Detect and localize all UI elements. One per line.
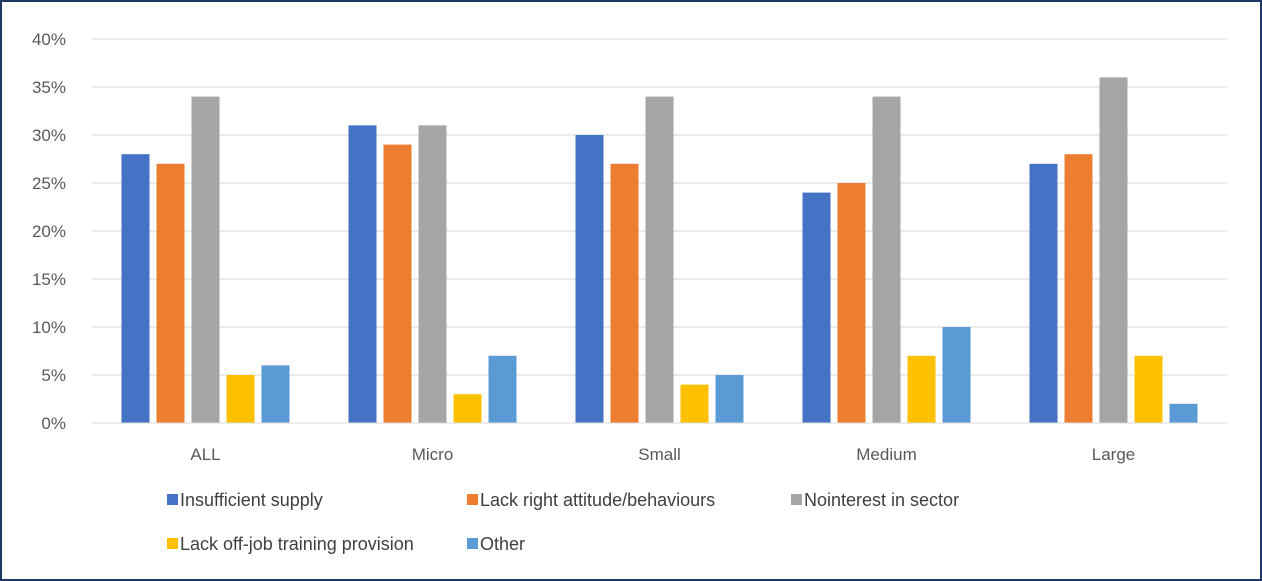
x-tick-label: Micro: [412, 445, 454, 464]
y-tick-label: 35%: [32, 78, 66, 97]
y-tick-label: 15%: [32, 270, 66, 289]
bar: [488, 355, 517, 423]
x-tick-label: Medium: [856, 445, 916, 464]
bar: [156, 163, 185, 424]
legend-label: Other: [480, 534, 525, 554]
y-tick-label: 30%: [32, 126, 66, 145]
bar: [226, 375, 255, 423]
y-tick-label: 10%: [32, 318, 66, 337]
bar: [191, 96, 220, 423]
bar: [575, 135, 604, 423]
bar: [261, 365, 290, 423]
y-tick-label: 40%: [32, 30, 66, 49]
y-tick-label: 20%: [32, 222, 66, 241]
bar: [645, 96, 674, 423]
bar: [383, 144, 412, 423]
y-axis: 0% 5% 10% 15% 20% 25% 30% 35% 40%: [32, 30, 66, 433]
bar: [802, 192, 831, 423]
bar: [1134, 355, 1163, 423]
bar: [1029, 163, 1058, 424]
x-tick-label: Large: [1092, 445, 1135, 464]
bar: [418, 125, 447, 424]
legend-swatch: [167, 538, 178, 549]
bar: [121, 154, 150, 423]
bar: [872, 96, 901, 423]
bar: [942, 327, 971, 423]
legend-label: Lack right attitude/behaviours: [480, 490, 715, 510]
y-tick-label: 25%: [32, 174, 66, 193]
x-tick-label: ALL: [190, 445, 220, 464]
bar: [680, 384, 709, 423]
legend-label: Nointerest in sector: [804, 490, 959, 510]
bars: [121, 77, 1198, 424]
bar: [1169, 403, 1198, 423]
legend-swatch: [791, 494, 802, 505]
bar: [1099, 77, 1128, 424]
bar: [453, 394, 482, 423]
bar: [610, 163, 639, 424]
legend-label: Lack off-job training provision: [180, 534, 414, 554]
legend-swatch: [467, 494, 478, 505]
bar: [837, 183, 866, 423]
legend: Insufficient supply Lack right attitude/b…: [167, 490, 959, 554]
y-tick-label: 5%: [41, 366, 66, 385]
y-tick-label: 0%: [41, 414, 66, 433]
bar: [715, 375, 744, 423]
legend-swatch: [167, 494, 178, 505]
x-tick-label: Small: [638, 445, 681, 464]
bar: [1064, 154, 1093, 423]
legend-swatch: [467, 538, 478, 549]
legend-label: Insufficient supply: [180, 490, 323, 510]
x-axis: ALL Micro Small Medium Large: [92, 422, 1227, 464]
bar: [907, 355, 936, 423]
bar: [348, 125, 377, 424]
